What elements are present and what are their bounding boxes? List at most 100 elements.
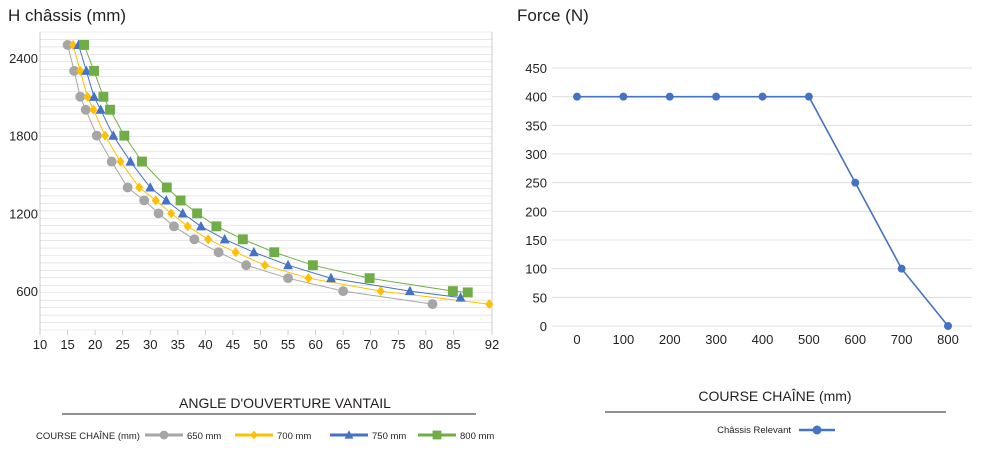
- data-point: [119, 130, 130, 141]
- data-point: [125, 156, 136, 166]
- y-tick-label: 1800: [9, 129, 38, 144]
- data-point: [196, 220, 206, 231]
- force-chart-legend: Châssis Relevant: [717, 425, 835, 436]
- legend-label: 700 mm: [277, 431, 311, 442]
- y-tick-label: 100: [525, 262, 547, 277]
- y-tick-label: 350: [525, 118, 547, 133]
- data-point: [485, 299, 494, 310]
- data-point: [175, 195, 186, 206]
- data-point: [91, 130, 102, 141]
- data-point: [139, 195, 150, 206]
- data-point: [62, 40, 73, 50]
- data-point: [237, 234, 248, 245]
- data-point: [81, 65, 92, 75]
- data-point: [462, 287, 473, 298]
- x-tick-label: 20: [88, 337, 102, 352]
- data-point: [106, 156, 117, 167]
- height-chart-title: H châssis (mm): [8, 6, 126, 25]
- force-chart-x-axis-label: COURSE CHAÎNE (mm): [698, 388, 851, 404]
- data-point: [307, 260, 318, 271]
- height-chart: H châssis (mm) 10 15 20 25 30 35 40 45 50 55 60 65 7…: [8, 6, 499, 442]
- data-point: [145, 182, 156, 192]
- height-chart-x-ticks: 10 15 20 25 30 35 40 45 50 55 60 65 70 75 80 85 92: [33, 330, 499, 352]
- data-point: [211, 221, 222, 232]
- force-chart-legend-marker: [812, 425, 822, 435]
- legend-swatch-marker: [432, 430, 442, 440]
- data-point: [213, 247, 224, 258]
- legend-swatch-marker: [250, 430, 258, 440]
- data-point: [260, 260, 269, 271]
- data-point: [619, 92, 628, 101]
- data-point: [851, 178, 860, 187]
- data-point: [189, 234, 200, 245]
- x-tick-label: 80: [419, 337, 433, 352]
- height-chart-markers: [62, 39, 494, 310]
- data-point: [98, 91, 109, 102]
- force-chart-grid: [552, 67, 972, 327]
- data-point: [89, 91, 99, 101]
- data-point: [304, 273, 313, 284]
- y-tick-label: 150: [525, 233, 547, 248]
- data-point: [177, 207, 188, 218]
- data-point: [241, 260, 252, 271]
- data-point: [167, 208, 176, 219]
- data-point: [161, 195, 172, 205]
- data-point: [204, 234, 213, 245]
- x-tick-label: 400: [752, 332, 774, 347]
- data-point: [269, 247, 280, 258]
- data-point: [89, 104, 98, 115]
- x-tick-label: 35: [171, 337, 185, 352]
- data-point: [105, 104, 115, 115]
- x-tick-label: 200: [659, 332, 681, 347]
- force-chart-series: [573, 92, 952, 330]
- y-tick-label: 1200: [9, 206, 38, 221]
- data-point: [161, 182, 172, 193]
- x-tick-label: 300: [705, 332, 727, 347]
- y-tick-label: 2400: [9, 51, 38, 66]
- x-tick-label: 30: [143, 337, 157, 352]
- force-chart-y-ticks: 450 400 350 300 250 200 150 100 50 0: [525, 61, 547, 334]
- data-point: [89, 65, 99, 76]
- x-tick-label: 50: [253, 337, 267, 352]
- height-chart-x-axis-label: ANGLE D'OUVERTURE VANTAIL: [179, 395, 391, 411]
- height-chart-grid: [39, 31, 493, 331]
- data-point: [364, 273, 375, 284]
- data-point: [168, 221, 179, 232]
- x-tick-label: 70: [363, 337, 377, 352]
- height-chart-legend-items: 650 mm 700 mm 750 mm 800 mm: [145, 430, 494, 442]
- y-tick-label: 250: [525, 176, 547, 191]
- data-point: [283, 259, 293, 270]
- y-tick-label: 450: [525, 61, 547, 76]
- data-point: [116, 156, 125, 167]
- x-tick-label: 92: [485, 337, 499, 352]
- height-chart-fit-curves: [67, 44, 490, 305]
- data-point: [80, 104, 91, 115]
- y-tick-label: 400: [525, 90, 547, 105]
- force-chart-legend-label: Châssis Relevant: [717, 425, 791, 436]
- legend-label: 750 mm: [372, 431, 406, 442]
- x-tick-label: 85: [446, 337, 460, 352]
- data-point: [326, 272, 336, 283]
- x-tick-label: 500: [798, 332, 820, 347]
- force-chart-x-ticks: 0 100 200 300 400 500 600 700 800: [573, 332, 958, 347]
- height-chart-y-ticks: 2400 1800 1200 600: [9, 51, 38, 299]
- fit-curve: [83, 44, 468, 293]
- data-point: [376, 286, 385, 297]
- y-tick-label: 300: [525, 147, 547, 162]
- data-point: [573, 92, 581, 101]
- data-point: [135, 182, 144, 193]
- fit-curve: [67, 44, 433, 305]
- data-point: [75, 91, 86, 102]
- x-tick-label: 75: [391, 337, 405, 352]
- x-tick-label: 65: [336, 337, 350, 352]
- data-point: [665, 92, 674, 101]
- legend-swatch-marker: [344, 430, 354, 439]
- x-tick-label: 0: [573, 332, 580, 347]
- data-point: [151, 195, 160, 206]
- fit-curve: [72, 44, 490, 305]
- x-tick-label: 10: [33, 337, 47, 352]
- legend-swatch-marker: [159, 430, 169, 440]
- data-point: [712, 92, 721, 101]
- x-tick-label: 100: [613, 332, 635, 347]
- height-chart-legend: COURSE CHAÎNE (mm) 650 mm 700 mm 750 mm 800…: [36, 430, 494, 442]
